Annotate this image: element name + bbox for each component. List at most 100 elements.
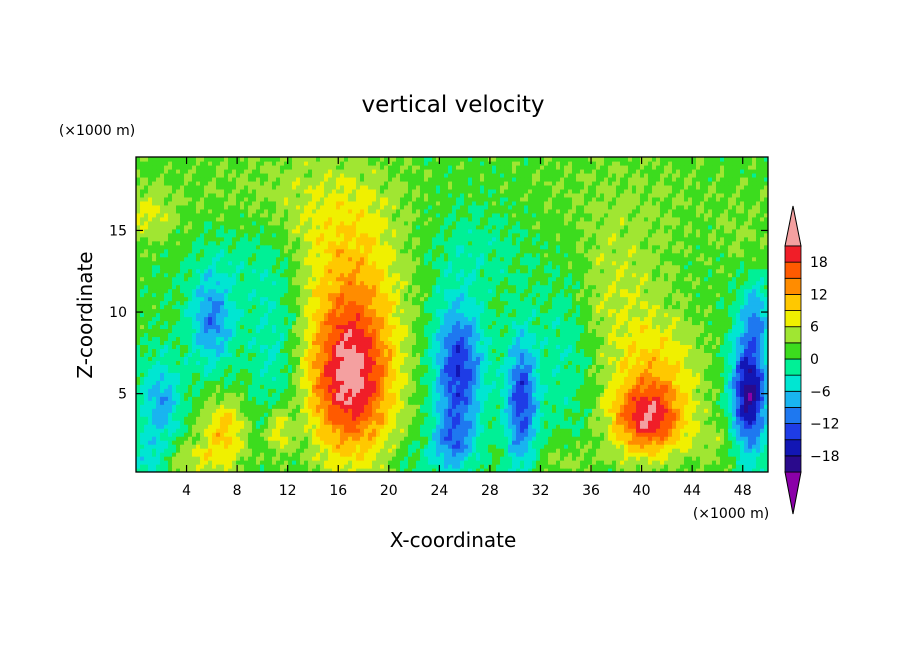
contour-cell xyxy=(280,344,285,349)
contour-cell xyxy=(632,392,637,397)
contour-cell xyxy=(596,440,601,445)
contour-cell xyxy=(412,360,417,365)
contour-cell xyxy=(688,364,693,369)
contour-cell xyxy=(328,372,333,377)
contour-cell xyxy=(268,416,273,421)
contour-cell xyxy=(544,368,549,373)
contour-cell xyxy=(400,436,405,441)
contour-cell xyxy=(732,372,737,377)
contour-cell xyxy=(204,408,209,413)
contour-cell xyxy=(300,380,305,385)
contour-cell xyxy=(560,412,565,417)
contour-cell xyxy=(292,428,297,433)
contour-cell xyxy=(372,348,377,353)
contour-cell xyxy=(400,352,405,357)
contour-cell xyxy=(676,464,681,469)
contour-cell xyxy=(332,368,337,373)
contour-cell xyxy=(456,344,461,349)
contour-cell xyxy=(180,344,185,349)
contour-cell xyxy=(420,432,425,437)
contour-cell xyxy=(264,344,269,349)
contour-cell xyxy=(164,440,169,445)
contour-cell xyxy=(392,344,397,349)
contour-cell xyxy=(220,388,225,393)
contour-cell xyxy=(688,384,693,389)
contour-cell xyxy=(332,352,337,357)
contour-cell xyxy=(680,388,685,393)
contour-cell xyxy=(228,456,233,461)
contour-cell xyxy=(632,448,637,453)
contour-cell xyxy=(584,436,589,441)
contour-cell xyxy=(460,468,465,472)
contour-cell xyxy=(460,412,465,417)
contour-cell xyxy=(512,348,517,353)
contour-cell xyxy=(540,364,545,369)
contour-cell xyxy=(492,380,497,385)
contour-cell xyxy=(192,412,197,417)
contour-cell xyxy=(488,424,493,429)
contour-cell xyxy=(576,376,581,381)
contour-cell xyxy=(424,360,429,365)
contour-cell xyxy=(572,360,577,365)
contour-cell xyxy=(384,388,389,393)
contour-cell xyxy=(660,448,665,453)
contour-cell xyxy=(748,348,753,353)
contour-cell xyxy=(144,372,149,377)
contour-cell xyxy=(168,452,173,457)
contour-cell xyxy=(712,424,717,429)
contour-cell xyxy=(516,356,521,361)
contour-cell xyxy=(312,344,317,349)
contour-cell xyxy=(484,352,489,357)
contour-cell xyxy=(444,428,449,433)
contour-cell xyxy=(384,432,389,437)
contour-cell xyxy=(336,420,341,425)
contour-cell xyxy=(624,456,629,461)
contour-cell xyxy=(524,448,529,453)
contour-cell xyxy=(500,448,505,453)
contour-cell xyxy=(652,428,657,433)
contour-cell xyxy=(760,372,765,377)
contour-cell xyxy=(488,356,493,361)
contour-cell xyxy=(492,372,497,377)
contour-cell xyxy=(168,388,173,393)
contour-cell xyxy=(600,364,605,369)
x-unit-label: (×1000 m) xyxy=(693,506,769,522)
contour-cell xyxy=(176,456,181,461)
contour-cell xyxy=(180,348,185,353)
contour-cell xyxy=(264,464,269,469)
contour-cell xyxy=(568,400,573,405)
contour-cell xyxy=(720,424,725,429)
contour-cell xyxy=(704,444,709,449)
contour-cell xyxy=(224,456,229,461)
contour-cell xyxy=(564,412,569,417)
contour-cell xyxy=(316,452,321,457)
contour-cell xyxy=(728,460,733,465)
contour-cell xyxy=(260,440,265,445)
contour-cell xyxy=(692,460,697,465)
contour-cell xyxy=(736,464,741,469)
contour-cell xyxy=(504,388,509,393)
contour-cell xyxy=(512,452,517,457)
contour-cell xyxy=(632,416,637,421)
contour-cell xyxy=(604,420,609,425)
contour-cell xyxy=(368,380,373,385)
y-unit-label: (×1000 m) xyxy=(59,123,135,139)
contour-cell xyxy=(412,432,417,437)
contour-cell xyxy=(140,376,145,381)
contour-cell xyxy=(752,424,757,429)
contour-cell xyxy=(296,412,301,417)
contour-cell xyxy=(292,356,297,361)
contour-cell xyxy=(460,392,465,397)
contour-cell xyxy=(136,452,141,457)
contour-cell xyxy=(528,412,533,417)
contour-cell xyxy=(456,464,461,469)
contour-cell xyxy=(180,396,185,401)
contour-cell xyxy=(700,468,705,472)
contour-cell xyxy=(584,392,589,397)
contour-cell xyxy=(584,416,589,421)
contour-cell xyxy=(368,384,373,389)
contour-cell xyxy=(276,412,281,417)
contour-cell xyxy=(684,380,689,385)
contour-cell xyxy=(748,356,753,361)
contour-cell xyxy=(752,380,757,385)
